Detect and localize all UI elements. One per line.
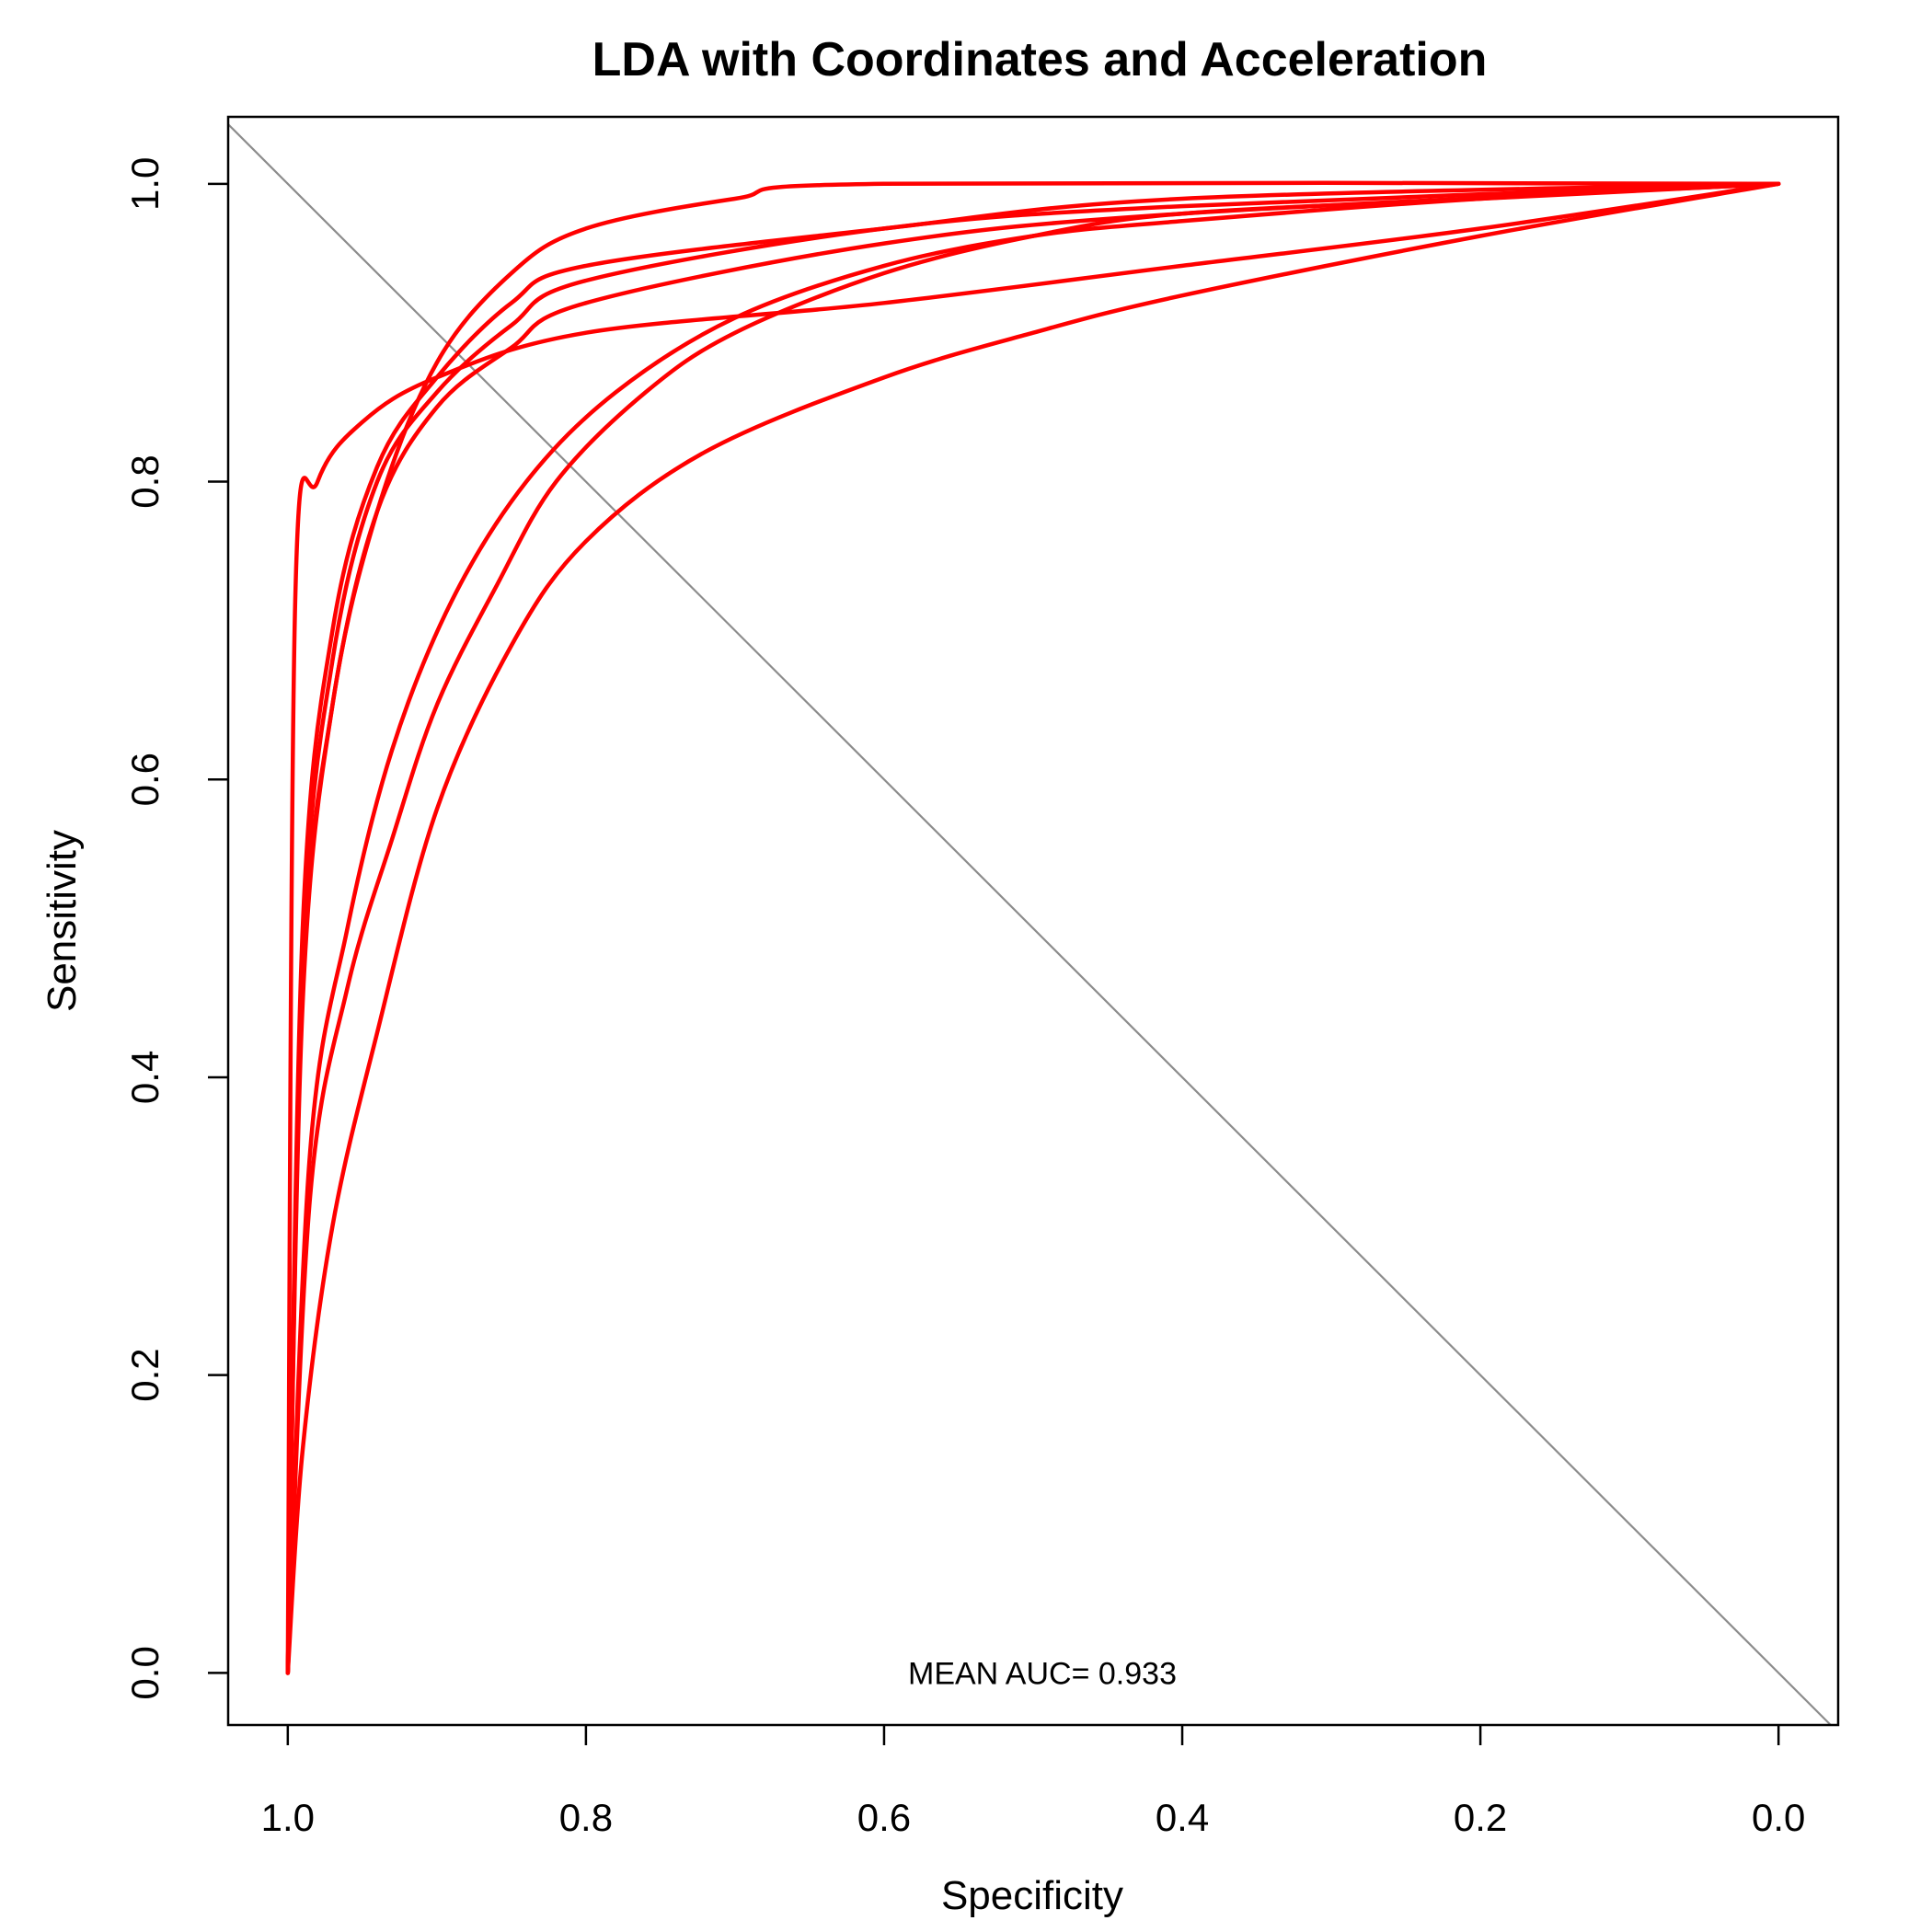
x-axis: 1.0 0.8 0.6 0.4 0.2 0.0 <box>261 1725 1805 1839</box>
plot-frame <box>226 115 1840 1727</box>
roc-curve-6 <box>285 181 1781 1675</box>
x-tick-label: 0.8 <box>559 1796 613 1839</box>
x-tick-label: 0.2 <box>1454 1796 1507 1839</box>
x-axis-label: Specificity <box>941 1873 1123 1918</box>
x-tick-label: 0.4 <box>1156 1796 1209 1839</box>
y-tick-label: 0.4 <box>123 1051 167 1104</box>
y-tick-label: 0.2 <box>123 1348 167 1401</box>
y-axis: 0.0 0.2 0.4 0.6 0.8 1.0 <box>123 157 228 1700</box>
chance-diagonal-line <box>227 123 1832 1726</box>
x-tick-label: 0.0 <box>1752 1796 1805 1839</box>
x-tick-label: 1.0 <box>261 1796 315 1839</box>
diagonal-layer <box>227 123 1832 1726</box>
roc-curve-7 <box>285 181 1781 1675</box>
chart-title: LDA with Coordinates and Acceleration <box>592 33 1488 86</box>
mean-auc-annotation: MEAN AUC= 0.933 <box>908 1656 1177 1691</box>
x-tick-label: 0.6 <box>857 1796 911 1839</box>
y-tick-label: 1.0 <box>123 157 167 211</box>
y-tick-label: 0.0 <box>123 1646 167 1699</box>
y-tick-label: 0.6 <box>123 753 167 806</box>
y-tick-label: 0.8 <box>123 454 167 508</box>
y-axis-label: Sensitivity <box>40 830 85 1012</box>
series-layer <box>285 180 1781 1675</box>
roc-curve-8 <box>285 181 1781 1675</box>
